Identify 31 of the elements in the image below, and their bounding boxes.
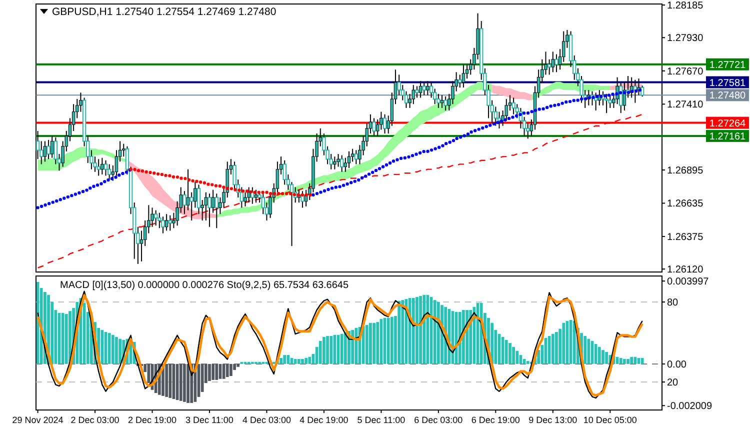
x-tick-label: 4 Dec 03:00: [242, 415, 291, 425]
y-tick-label: 0.00: [667, 359, 687, 370]
y-tick-label: 1.27930: [667, 33, 704, 44]
x-tick-label: 6 Dec 03:00: [414, 415, 463, 425]
ref-line-label: 1.27581: [709, 78, 746, 89]
y-tick-label: 1.28185: [667, 0, 704, 12]
y-tick-label: 0.003997: [667, 276, 710, 288]
ref-line-label: 1.27721: [709, 60, 746, 71]
y-tick-label: 1.27410: [667, 100, 704, 111]
x-tick-label: 4 Dec 19:00: [300, 415, 348, 425]
ref-line-label: 1.27264: [709, 118, 746, 130]
x-tick-label: 5 Dec 11:00: [357, 415, 406, 425]
chart-title: MACD [0](13,50) 0.000000 0.000276 Sto(9,2,5) 65.7534 63.6645: [60, 280, 349, 291]
y-tick-label: 1.27670: [667, 66, 704, 78]
ref-line-label: 1.27161: [709, 131, 746, 142]
x-tick-label: 9 Dec 13:00: [528, 415, 578, 425]
chart-title: GBPUSD,H1 1.27540 1.27554 1.27469 1.27480: [52, 6, 276, 18]
ref-line-label: 1.27480: [709, 90, 746, 102]
x-tick-label: 2 Dec 19:00: [128, 415, 177, 425]
y2-tick-label: 20: [667, 378, 679, 388]
y-tick-label: 1.26375: [667, 232, 704, 243]
y-tick-label: 1.26635: [667, 198, 704, 210]
x-tick-label: 3 Dec 11:00: [186, 415, 234, 425]
y-tick-label: -0.002009: [667, 401, 712, 412]
x-tick-label: 6 Dec 19:00: [471, 415, 520, 425]
x-tick-label: 29 Nov 2024: [12, 415, 64, 425]
y-tick-label: 1.26895: [667, 165, 704, 176]
y-tick-label: 1.26120: [667, 264, 704, 276]
x-tick-label: 10 Dec 05:00: [583, 415, 637, 425]
y2-tick-label: 80: [667, 298, 679, 308]
x-tick-label: 2 Dec 03:00: [70, 415, 120, 425]
